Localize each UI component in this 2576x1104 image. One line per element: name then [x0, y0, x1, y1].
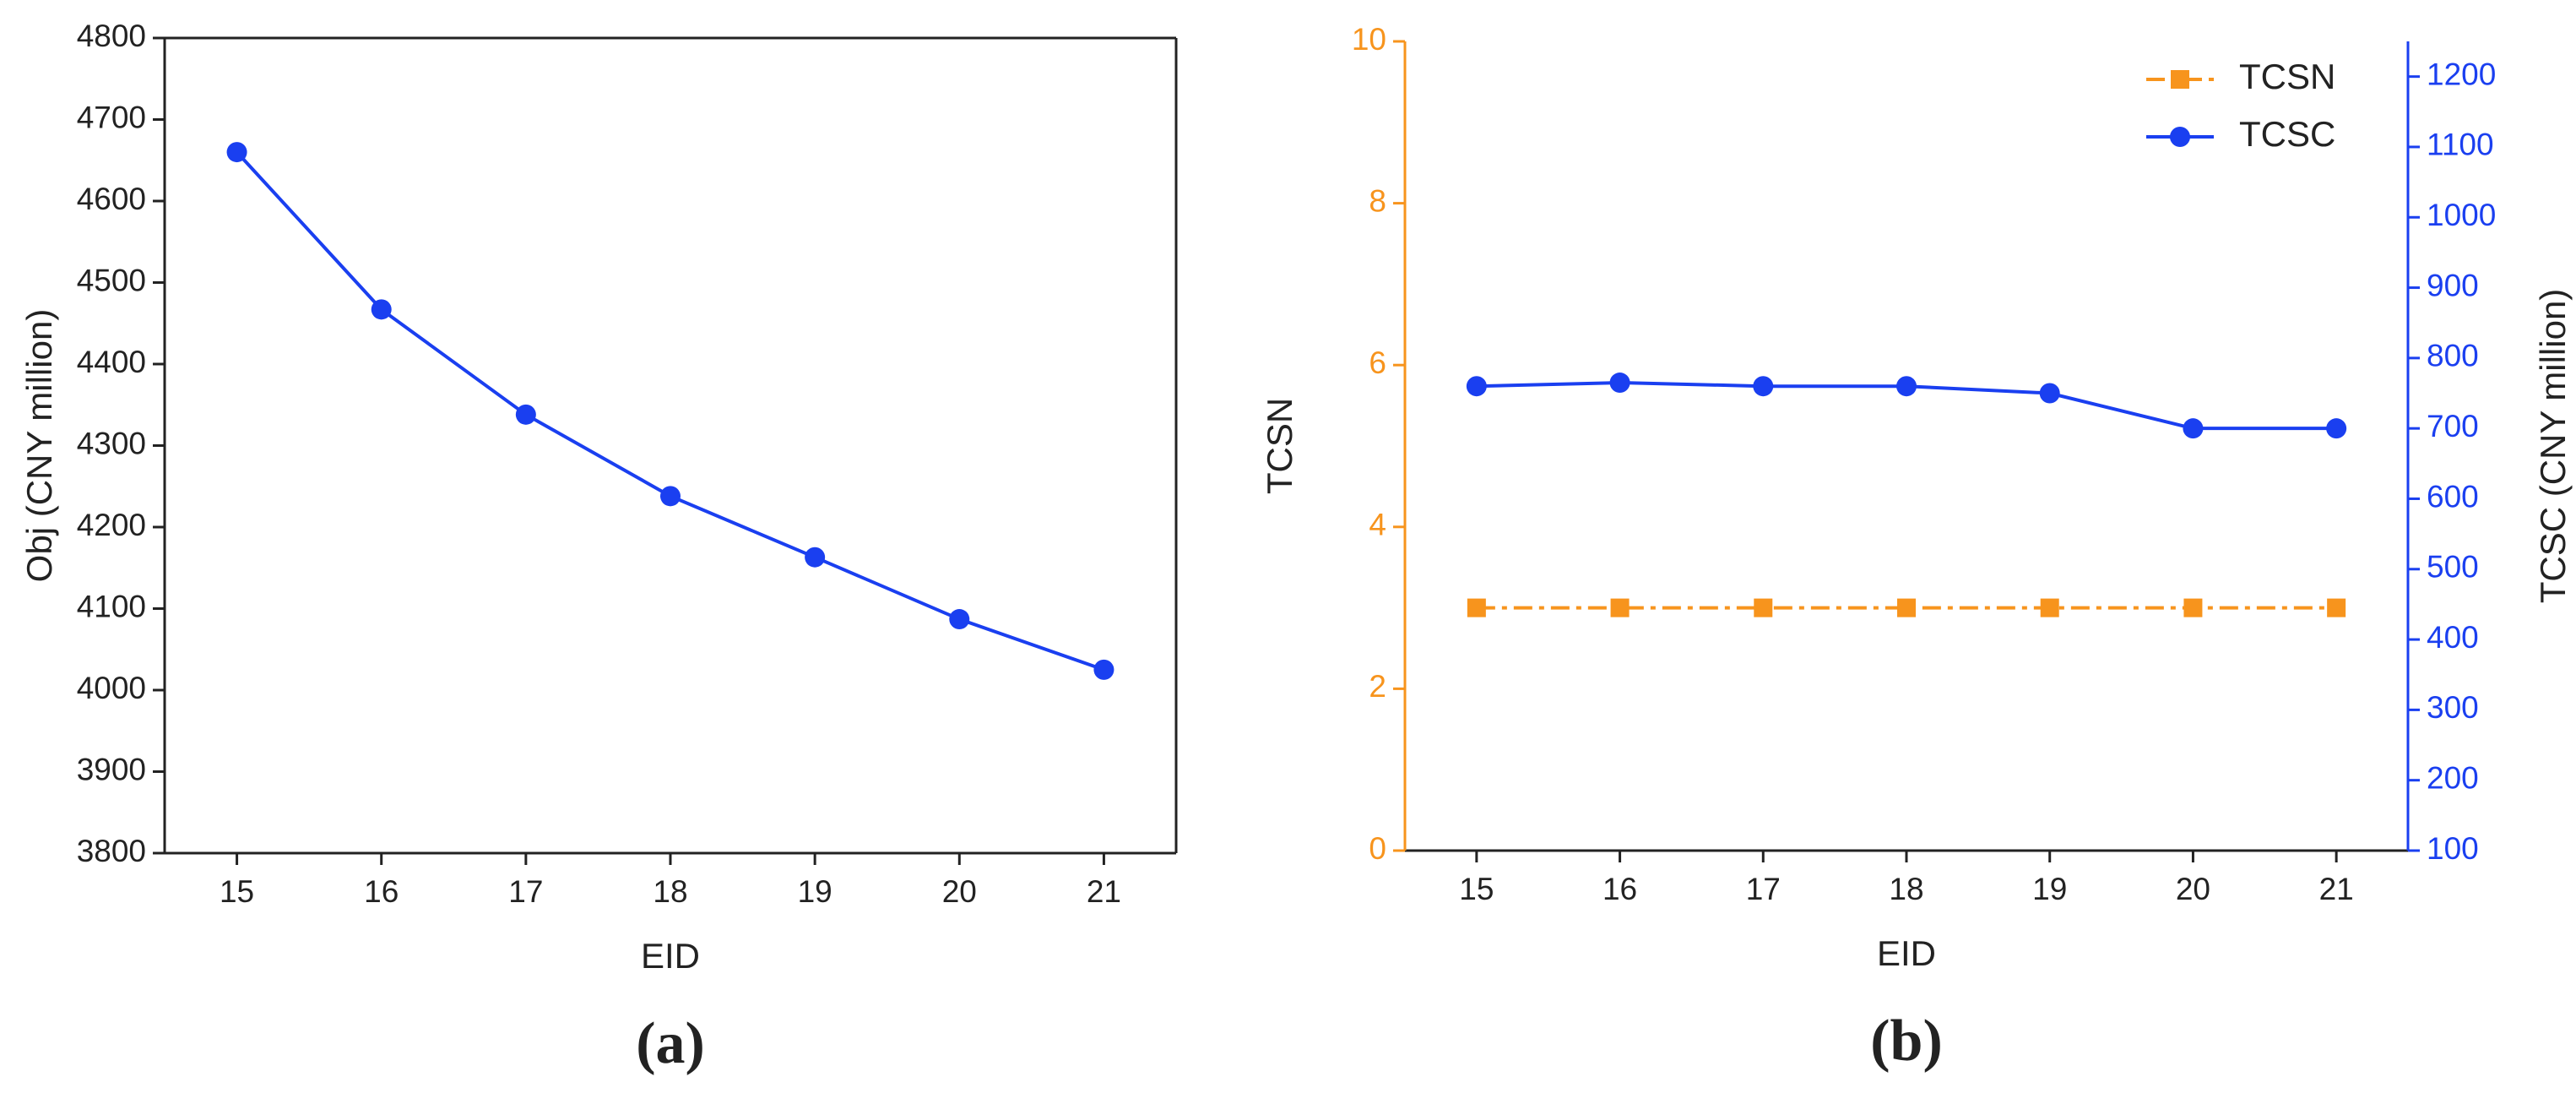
data-point — [1897, 598, 1916, 617]
data-point — [1609, 373, 1630, 394]
panel-label: (b) — [1870, 1009, 1943, 1074]
x-tick-label: 17 — [508, 874, 543, 909]
data-point — [805, 547, 826, 568]
y-tick-label: 4500 — [77, 263, 146, 297]
x-tick-label: 18 — [653, 874, 687, 909]
x-tick-label: 16 — [1603, 872, 1637, 906]
x-tick-label: 21 — [1087, 874, 1121, 909]
data-point — [1610, 598, 1630, 617]
y-tick-label: 3900 — [77, 752, 146, 786]
y-tick-label: 4000 — [77, 671, 146, 705]
y2-tick-label: 600 — [2427, 479, 2479, 514]
data-point — [660, 486, 681, 507]
y-tick-label: 10 — [1352, 22, 1386, 57]
y2-tick-label: 500 — [2427, 550, 2479, 585]
data-point — [1467, 598, 1486, 617]
data-point — [2183, 418, 2204, 439]
y-tick-label: 6 — [1369, 345, 1386, 380]
y-tick-label: 4600 — [77, 182, 146, 216]
x-tick-label: 20 — [2176, 872, 2210, 906]
y-tick-label: 4100 — [77, 589, 146, 623]
data-point — [949, 609, 970, 630]
y-tick-label: 4200 — [77, 508, 146, 542]
data-point — [515, 404, 536, 425]
x-axis-label: EID — [641, 936, 700, 976]
data-point — [2040, 598, 2059, 617]
x-tick-label: 16 — [364, 874, 399, 909]
data-point — [1896, 376, 1917, 397]
x-tick-label: 19 — [798, 874, 832, 909]
data-point — [1466, 376, 1487, 397]
x-tick-label: 20 — [942, 874, 977, 909]
y2-tick-label: 700 — [2427, 409, 2479, 443]
x-tick-label: 19 — [2032, 872, 2067, 906]
y2-tick-label: 900 — [2427, 268, 2479, 302]
y-axis-label: TCSN — [1260, 398, 1299, 494]
legend-label: TCSN — [2239, 57, 2335, 96]
y-tick-label: 4300 — [77, 426, 146, 460]
x-tick-label: 21 — [2319, 872, 2354, 906]
data-point — [2326, 418, 2347, 439]
data-point — [2183, 598, 2203, 617]
y-tick-label: 0 — [1369, 831, 1386, 866]
legend-marker — [2170, 127, 2190, 147]
x-tick-label: 17 — [1746, 872, 1781, 906]
y-tick-label: 2 — [1369, 669, 1386, 704]
x-tick-label: 18 — [1889, 872, 1923, 906]
y-tick-label: 8 — [1369, 183, 1386, 218]
x-tick-label: 15 — [1459, 872, 1494, 906]
y-tick-label: 4700 — [77, 100, 146, 134]
y2-tick-label: 200 — [2427, 760, 2479, 795]
y2-tick-label: 800 — [2427, 339, 2479, 373]
y2-tick-label: 100 — [2427, 831, 2479, 866]
y-axis-label: Obj (CNY million) — [19, 309, 59, 583]
data-point — [1093, 659, 1114, 680]
y2-axis-label: TCSC (CNY million) — [2533, 289, 2573, 604]
y2-tick-label: 1200 — [2427, 57, 2496, 91]
y2-tick-label: 300 — [2427, 690, 2479, 725]
y-tick-label: 3800 — [77, 834, 146, 868]
data-point — [2327, 598, 2346, 617]
data-point — [1754, 598, 1773, 617]
data-point — [226, 142, 247, 163]
panel-label: (a) — [636, 1011, 705, 1076]
data-point — [2039, 383, 2060, 404]
x-tick-label: 15 — [220, 874, 254, 909]
y-tick-label: 4400 — [77, 345, 146, 379]
data-point — [1753, 376, 1774, 397]
legend-marker — [2171, 70, 2189, 89]
y-tick-label: 4800 — [77, 19, 146, 53]
x-axis-label: EID — [1877, 933, 1936, 973]
series-line — [236, 150, 1105, 672]
data-point — [371, 299, 392, 320]
y-tick-label: 4 — [1369, 508, 1386, 542]
y2-tick-label: 400 — [2427, 620, 2479, 655]
y2-tick-label: 1100 — [2427, 128, 2494, 162]
legend-label: TCSC — [2239, 114, 2335, 154]
y2-tick-label: 1000 — [2427, 198, 2496, 232]
